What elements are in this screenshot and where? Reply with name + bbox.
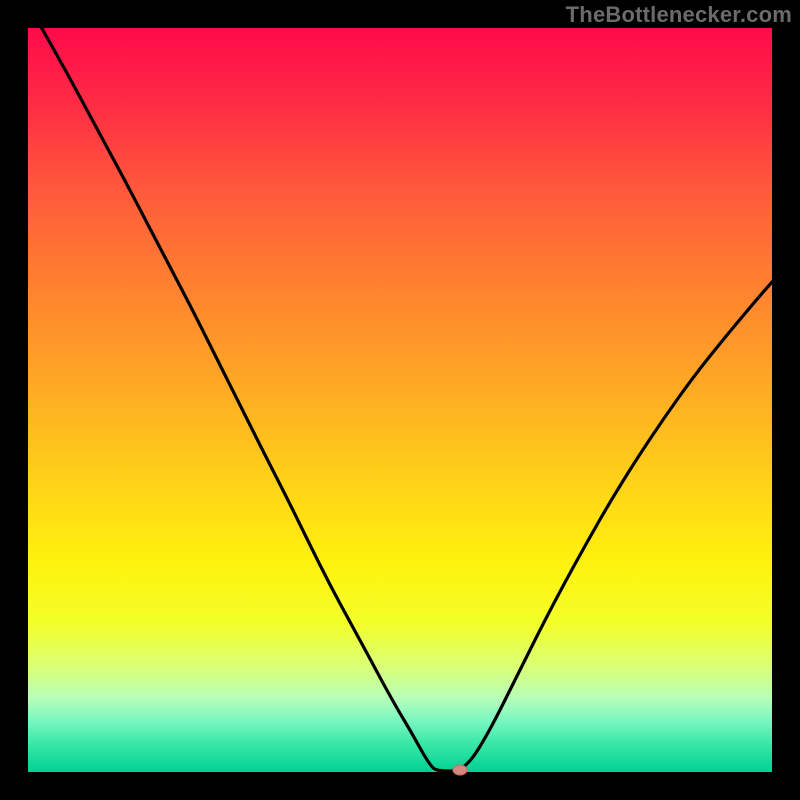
chart-container: TheBottlenecker.com xyxy=(0,0,800,800)
bottleneck-chart xyxy=(0,0,800,800)
gradient-background xyxy=(28,28,772,772)
optimum-marker xyxy=(453,765,467,775)
watermark-text: TheBottlenecker.com xyxy=(566,2,792,28)
